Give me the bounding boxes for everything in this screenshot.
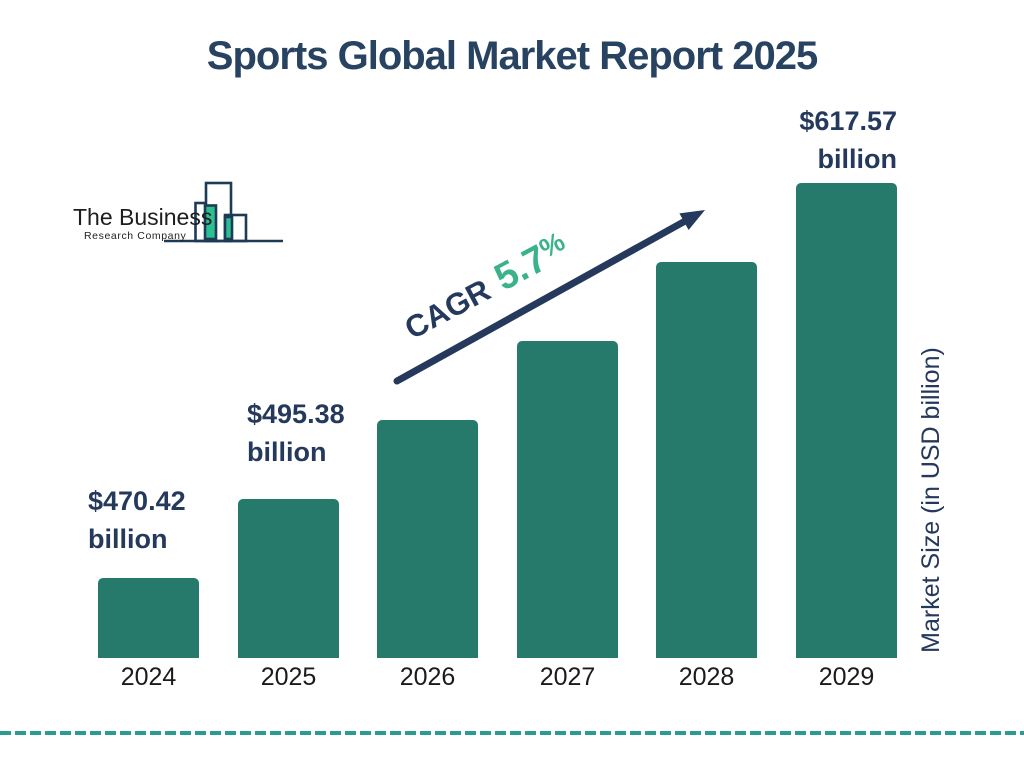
chart-title: Sports Global Market Report 2025 — [206, 34, 818, 78]
value-label-2025: $495.38 billion — [247, 395, 345, 471]
bar-2026 — [377, 420, 478, 658]
x-axis-label-2027: 2027 — [539, 663, 596, 691]
bottom-dashed-divider — [0, 731, 1024, 735]
bar-2025 — [238, 499, 339, 658]
unit-2029: billion — [817, 144, 897, 174]
bar-2027 — [517, 341, 618, 658]
logo-text-line1: The Business — [73, 204, 212, 230]
y-axis-label: Market Size (in USD billion) — [917, 347, 945, 653]
x-axis-label-2028: 2028 — [678, 663, 735, 691]
logo-text-line2: Research Company — [84, 230, 187, 242]
x-axis-label-2025: 2025 — [260, 663, 317, 691]
logo-bars-icon — [164, 181, 283, 243]
bar-2024 — [98, 578, 199, 658]
bar-2028 — [656, 262, 757, 658]
x-axis-label-2026: 2026 — [399, 663, 456, 691]
logo-graphic: The Business Research Company — [73, 181, 283, 243]
value-2029: $617.57 — [799, 106, 897, 136]
bar-2029 — [796, 183, 897, 658]
value-label-2024: $470.42 billion — [88, 482, 186, 558]
company-logo: The Business Research Company — [70, 176, 290, 257]
unit-2025: billion — [247, 437, 327, 467]
x-axis-label-2024: 2024 — [120, 663, 177, 691]
value-2024: $470.42 — [88, 486, 186, 516]
cagr-annotation: CAGR 5.7 % — [397, 207, 616, 356]
value-label-2029: $617.57 billion — [787, 102, 897, 178]
unit-2024: billion — [88, 524, 168, 554]
value-2025: $495.38 — [247, 399, 345, 429]
cagr-label: CAGR — [399, 272, 497, 347]
x-axis-label-2029: 2029 — [818, 663, 875, 691]
